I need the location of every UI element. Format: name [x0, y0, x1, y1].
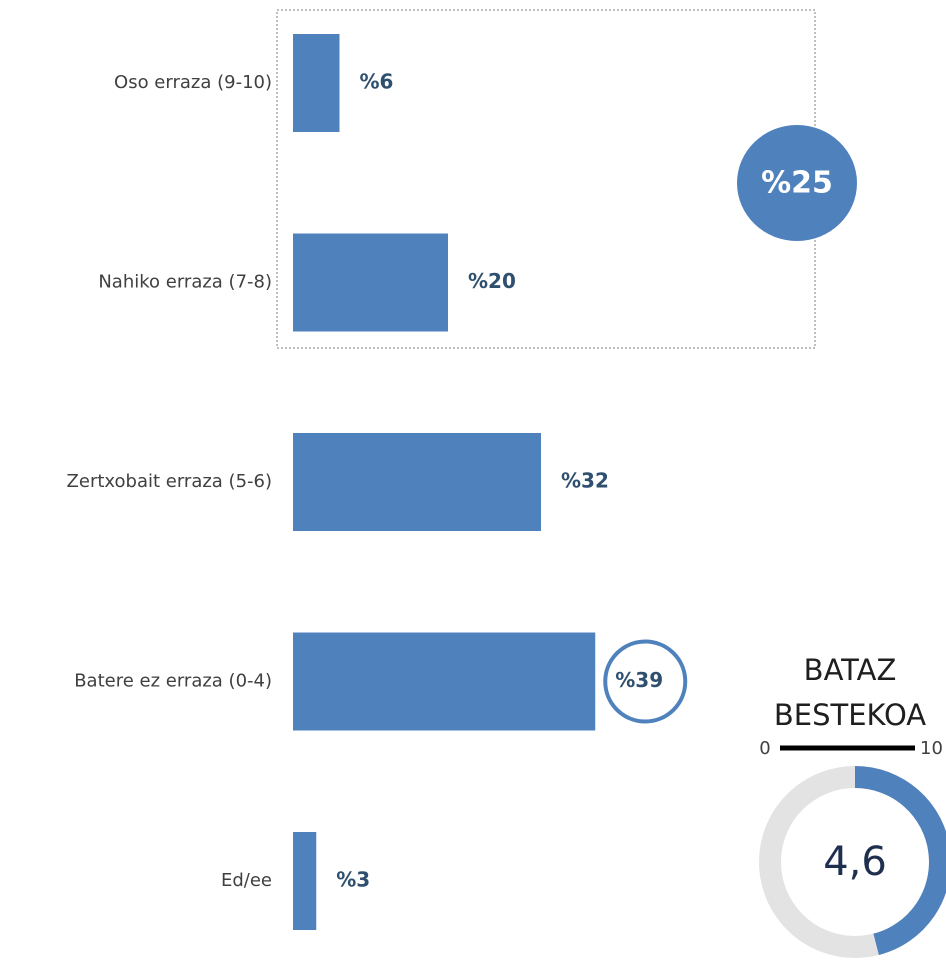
category-label: Zertxobait erraza (5-6): [67, 471, 272, 492]
mean-value: 4,6: [823, 839, 887, 885]
value-label: %20: [468, 269, 516, 293]
summary-label: %25: [761, 166, 833, 201]
highlight-ring: [603, 639, 688, 724]
category-label: Nahiko erraza (7-8): [98, 272, 272, 293]
scale-max: 10: [920, 738, 943, 759]
mean-arc: [854, 766, 946, 955]
value-label: %6: [360, 70, 394, 94]
group-box: [276, 9, 816, 349]
category-label: Batere ez erraza (0-4): [74, 671, 272, 692]
mean-title: BATAZ: [804, 653, 897, 687]
bar: [293, 632, 596, 731]
bar: [293, 832, 317, 930]
category-label: Oso erraza (9-10): [114, 72, 272, 93]
bar: [293, 34, 340, 132]
scale-min: 0: [759, 738, 770, 759]
mean-title: BESTEKOA: [774, 698, 926, 732]
value-label: %3: [336, 868, 370, 892]
bar: [293, 233, 448, 332]
value-label: %32: [561, 469, 609, 493]
value-label: %39: [615, 668, 663, 692]
summary-badge: [737, 125, 857, 241]
category-label: Ed/ee: [221, 870, 272, 891]
bar: [293, 433, 541, 531]
